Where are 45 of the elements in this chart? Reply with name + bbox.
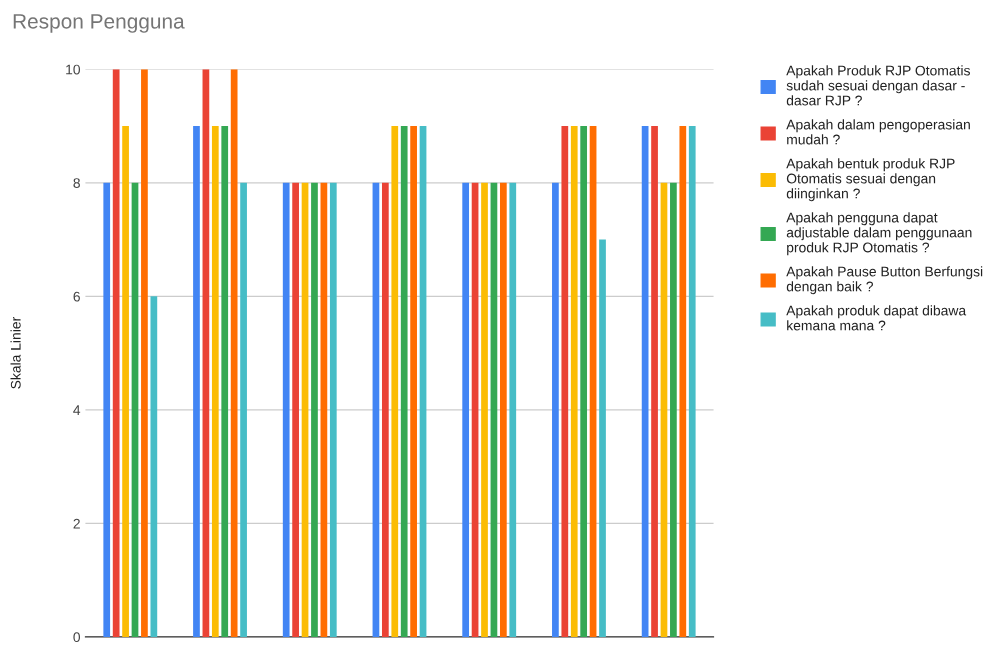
bar — [580, 126, 588, 637]
y-tick-label: 10 — [66, 64, 81, 75]
legend-label: Apakah Produk RJP Otomatis sudah sesuai dengan dasar - dasar RJP ? — [786, 65, 970, 106]
bar — [230, 69, 238, 637]
y-tick-label: 4 — [73, 405, 81, 415]
bar — [240, 182, 247, 637]
bar — [221, 126, 229, 637]
bar — [570, 126, 578, 637]
bar — [381, 182, 389, 637]
bar — [122, 126, 129, 637]
legend-label: Apakah Pause Button Berfungsi dengan baik ? — [786, 266, 983, 295]
bar — [481, 182, 488, 637]
bar — [688, 126, 696, 637]
bar — [400, 126, 408, 637]
bar — [499, 182, 507, 637]
y-tick-label: 0 — [73, 632, 81, 643]
bar — [103, 182, 111, 637]
bar — [150, 296, 158, 637]
bar — [329, 182, 337, 637]
y-tick-label: 6 — [73, 291, 80, 302]
y-axis-title: Skala Linier — [10, 317, 21, 389]
bar — [599, 239, 606, 637]
bar — [391, 126, 399, 637]
bar — [141, 69, 148, 637]
bar — [509, 182, 517, 637]
legend-label: Apakah pengguna dapat adjustable dalam penggunaan produk RJP Otomatis ? — [786, 212, 972, 256]
bar — [211, 126, 219, 637]
bar — [561, 126, 569, 637]
legend-label: Apakah produk dapat dibawa kemana mana ? — [786, 305, 967, 331]
bar — [410, 126, 417, 637]
bar — [651, 126, 658, 637]
y-tick-label: 8 — [73, 178, 80, 188]
bar — [311, 182, 318, 637]
legend-label: Apakah bentuk produk RJP Otomatis sesuai dengan diinginkan ? — [786, 158, 955, 202]
legend-label: Apakah dalam pengoperasian mudah ? — [786, 119, 970, 145]
bar — [670, 182, 677, 637]
bar — [552, 182, 559, 637]
chart-title: Respon Pengguna — [13, 14, 185, 33]
bar — [462, 182, 470, 637]
bar — [112, 69, 120, 637]
bar — [292, 182, 299, 637]
y-tick-label: 2 — [73, 518, 80, 529]
bar — [193, 126, 200, 637]
bar — [679, 126, 687, 637]
bar — [282, 182, 290, 637]
